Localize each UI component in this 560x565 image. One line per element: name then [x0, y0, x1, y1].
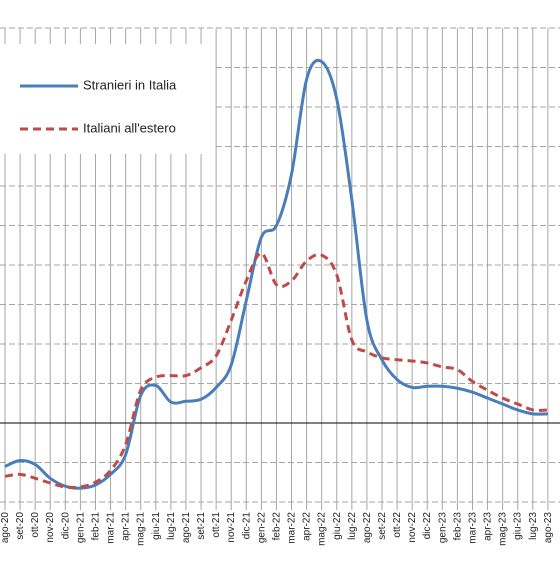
x-tick-label: apr-22 [302, 512, 313, 541]
x-tick-label: ott-21 [211, 512, 222, 538]
x-tick-label: set-20 [15, 512, 26, 540]
x-tick-label: ago-20 [0, 512, 11, 544]
x-tick-label: giu-23 [513, 512, 524, 540]
x-tick-label: nov-21 [226, 512, 237, 543]
x-tick-label: set-21 [196, 512, 207, 540]
x-tick-label: dic-20 [60, 512, 71, 540]
x-tick-label: mar-21 [106, 512, 117, 544]
x-tick-label: apr-23 [483, 512, 494, 541]
x-tick-label: lug-21 [166, 512, 177, 540]
x-tick-label: gen-21 [75, 512, 86, 544]
x-tick-label: gen-22 [256, 512, 267, 544]
x-tick-label: ago-22 [362, 512, 373, 544]
x-tick-label: ott-20 [30, 512, 41, 538]
series-line [4, 251, 548, 490]
x-tick-label: mag-21 [136, 512, 147, 546]
x-tick-label: apr-21 [121, 512, 132, 541]
x-tick-label: ago-23 [543, 512, 554, 544]
lines [4, 58, 548, 490]
x-tick-label: feb-22 [271, 512, 282, 541]
x-tick-label: mar-23 [467, 512, 478, 544]
x-tick-label: set-22 [377, 512, 388, 540]
x-tick-label: mag-23 [498, 512, 509, 546]
x-tick-label: dic-21 [241, 512, 252, 540]
legend: Stranieri in Italia Italiani all'estero [0, 44, 214, 154]
x-tick-label: nov-22 [407, 512, 418, 543]
x-tick-label: mar-22 [287, 512, 298, 544]
x-tick-label: feb-21 [90, 512, 101, 541]
series-line [4, 58, 548, 490]
x-tick-label: ott-22 [392, 512, 403, 538]
x-tick-label: giu-22 [332, 512, 343, 540]
x-tick-label: ago-21 [181, 512, 192, 544]
x-tick-label: mag-22 [317, 512, 328, 546]
x-tick-label: gen-23 [437, 512, 448, 544]
legend-box [0, 44, 214, 154]
x-tick-label: nov-20 [45, 512, 56, 543]
legend-label: Italiani all'estero [83, 120, 176, 135]
x-tick-label: lug-22 [347, 512, 358, 540]
x-tick-label: giu-21 [151, 512, 162, 540]
x-tick-label: feb-23 [452, 512, 463, 541]
x-axis-labels: ago-20 set-20 ott-20 nov-20 dic-20 gen-21 feb-… [0, 512, 554, 546]
x-tick-label: lug-23 [528, 512, 539, 540]
legend-label: Stranieri in Italia [83, 77, 177, 92]
x-tick-label: dic-22 [422, 512, 433, 540]
